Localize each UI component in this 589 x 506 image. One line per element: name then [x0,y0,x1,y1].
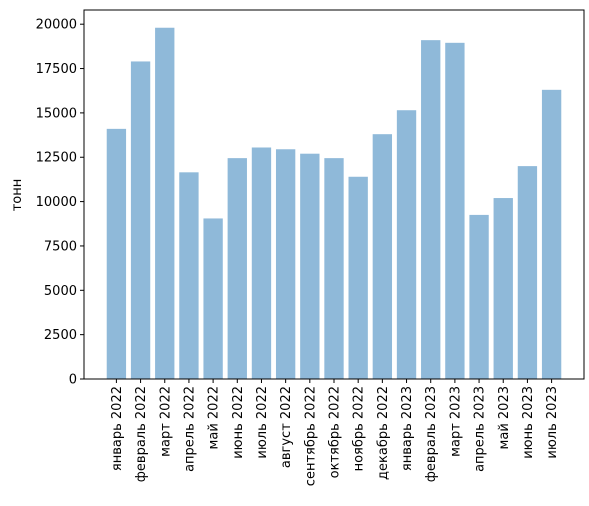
bar [203,218,223,379]
bar [179,172,199,379]
x-tick-label: июнь 2023 [521,386,536,459]
bar [517,166,538,379]
y-tick-label: 17500 [36,62,77,77]
bar [227,158,247,379]
bar [396,110,417,379]
bar [469,214,489,379]
x-tick-label: июль 2022 [255,386,270,459]
y-tick-label: 20000 [36,18,77,33]
bar [130,61,151,379]
y-tick-label: 5000 [44,284,77,299]
bar [348,176,368,379]
bar [155,27,175,380]
bar [372,134,393,379]
y-tick-label: 7500 [44,239,77,254]
x-tick-label: февраль 2023 [424,386,439,482]
bar [445,42,465,379]
bar [106,128,127,379]
bar [421,40,441,379]
x-tick-label: июль 2023 [545,386,560,459]
bar [251,147,272,379]
x-tick-label: апрель 2022 [182,386,197,472]
plot-frame [83,9,585,380]
y-tick-label: 10000 [36,195,77,210]
bar [324,158,344,379]
bar [275,149,296,379]
x-tick-label: март 2023 [448,386,463,457]
x-tick-label: сентябрь 2022 [303,386,318,486]
x-tick-label: февраль 2022 [134,386,149,482]
y-tick-label: 15000 [36,106,77,121]
y-tick-label: 2500 [44,328,77,343]
x-tick-label: май 2022 [207,386,222,449]
bar [300,153,320,379]
x-axis: январь 2022 февраль 2022 март 2022 апрель 2… [110,379,560,486]
bar [493,198,513,379]
y-tick-label: 0 [69,373,77,388]
bar [541,89,562,379]
y-axis: 0 2500 5000 7500 10000 12500 15000 17500 20000 [36,18,84,388]
bars-group [106,27,562,380]
x-tick-label: август 2022 [279,386,294,468]
x-tick-label: май 2023 [497,386,512,449]
x-tick-label: январь 2023 [400,386,415,471]
y-tick-label: 12500 [36,151,77,166]
y-axis-label: тонн [10,179,25,212]
x-tick-label: ноябрь 2022 [352,386,367,471]
x-tick-label: март 2022 [158,386,173,457]
x-tick-label: апрель 2023 [473,386,488,472]
x-tick-label: декабрь 2022 [376,386,391,480]
x-tick-label: июнь 2022 [231,386,246,459]
x-tick-label: октябрь 2022 [328,386,343,478]
x-tick-label: январь 2022 [110,386,125,471]
